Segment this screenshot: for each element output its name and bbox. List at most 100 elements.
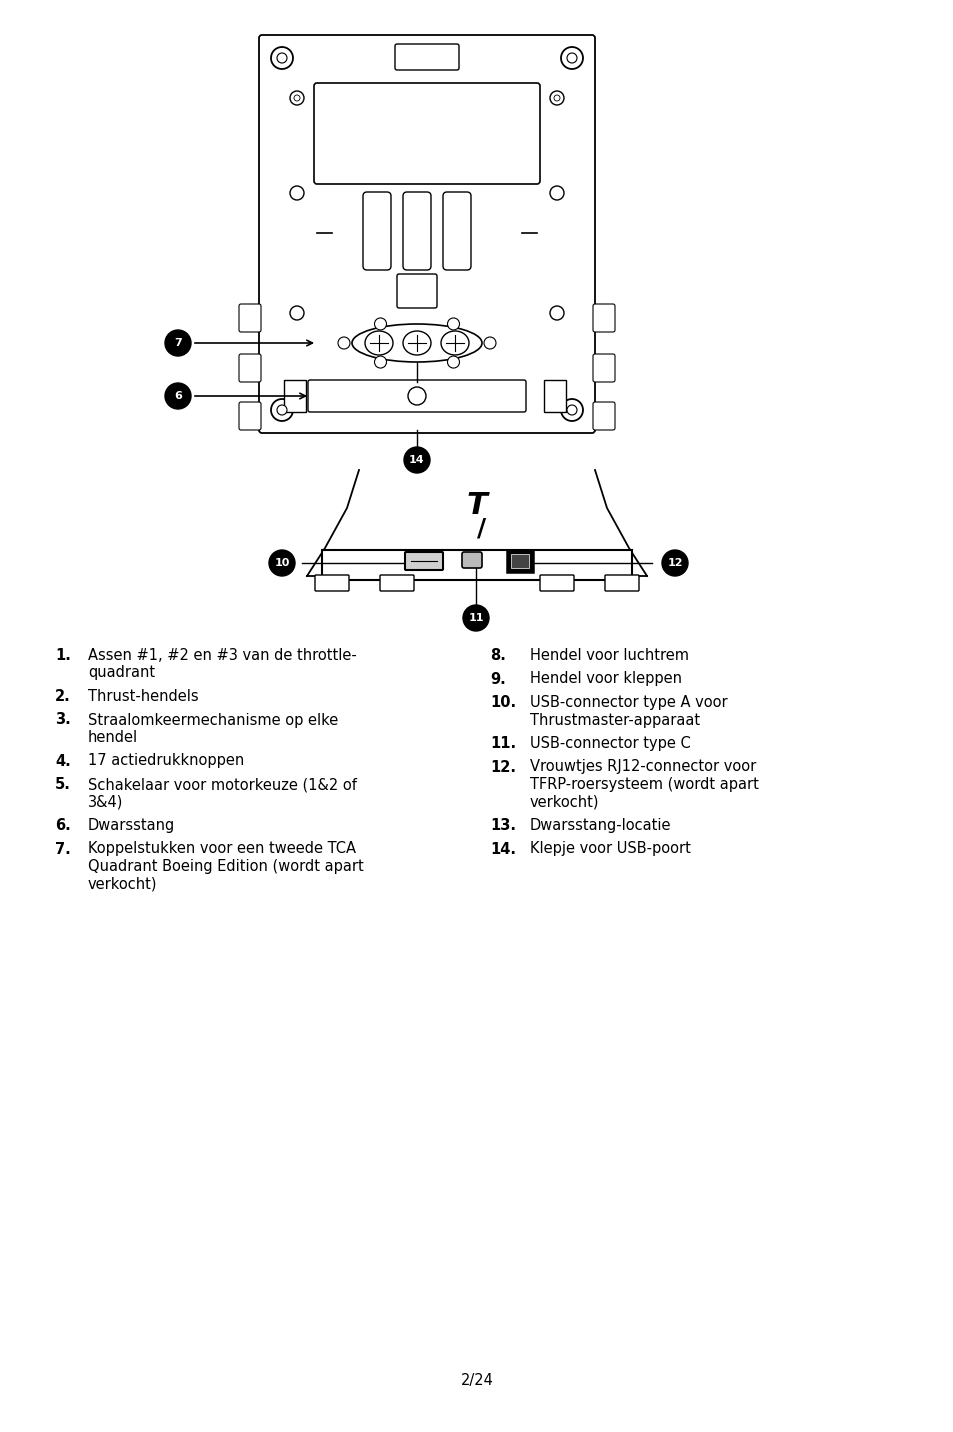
Text: verkocht): verkocht) bbox=[88, 876, 157, 892]
Circle shape bbox=[165, 329, 191, 357]
Text: 6: 6 bbox=[173, 391, 182, 401]
Text: /: / bbox=[476, 516, 486, 540]
Text: 10: 10 bbox=[274, 558, 290, 569]
Text: 11: 11 bbox=[468, 613, 483, 623]
FancyBboxPatch shape bbox=[593, 304, 615, 332]
Text: Vrouwtjes RJ12-connector voor: Vrouwtjes RJ12-connector voor bbox=[530, 759, 756, 775]
FancyBboxPatch shape bbox=[593, 354, 615, 382]
Circle shape bbox=[290, 186, 304, 200]
Text: 1.: 1. bbox=[55, 649, 71, 663]
Circle shape bbox=[550, 186, 563, 200]
Text: hendel: hendel bbox=[88, 730, 138, 745]
Text: Schakelaar voor motorkeuze (1&2 of: Schakelaar voor motorkeuze (1&2 of bbox=[88, 778, 356, 792]
Text: 6.: 6. bbox=[55, 818, 71, 833]
Text: quadrant: quadrant bbox=[88, 666, 155, 680]
Circle shape bbox=[408, 387, 426, 405]
Circle shape bbox=[560, 47, 582, 69]
Text: 14: 14 bbox=[409, 455, 424, 465]
Text: TFRP-roersysteem (wordt apart: TFRP-roersysteem (wordt apart bbox=[530, 778, 758, 792]
FancyBboxPatch shape bbox=[363, 192, 391, 271]
Text: 11.: 11. bbox=[490, 736, 516, 750]
Text: Straalomkeermechanisme op elke: Straalomkeermechanisme op elke bbox=[88, 713, 338, 727]
Text: Klepje voor USB-poort: Klepje voor USB-poort bbox=[530, 842, 690, 856]
Text: 4.: 4. bbox=[55, 753, 71, 769]
Circle shape bbox=[271, 400, 293, 421]
Text: Dwarsstang-locatie: Dwarsstang-locatie bbox=[530, 818, 671, 833]
FancyBboxPatch shape bbox=[308, 379, 525, 412]
Text: Dwarsstang: Dwarsstang bbox=[88, 818, 175, 833]
FancyBboxPatch shape bbox=[461, 551, 481, 569]
FancyBboxPatch shape bbox=[395, 44, 458, 70]
Circle shape bbox=[403, 447, 430, 473]
Circle shape bbox=[290, 306, 304, 319]
Circle shape bbox=[375, 357, 386, 368]
Text: 7.: 7. bbox=[55, 842, 71, 856]
Circle shape bbox=[276, 405, 287, 415]
Circle shape bbox=[165, 382, 191, 410]
Circle shape bbox=[271, 47, 293, 69]
Text: Koppelstukken voor een tweede TCA: Koppelstukken voor een tweede TCA bbox=[88, 842, 355, 856]
Ellipse shape bbox=[352, 324, 481, 362]
Text: 5.: 5. bbox=[55, 778, 71, 792]
FancyBboxPatch shape bbox=[396, 274, 436, 308]
Circle shape bbox=[447, 357, 459, 368]
FancyBboxPatch shape bbox=[593, 402, 615, 430]
Bar bbox=[543, 379, 565, 412]
Ellipse shape bbox=[365, 331, 393, 355]
Bar bbox=[506, 550, 533, 571]
Text: 10.: 10. bbox=[490, 695, 516, 710]
Text: Hendel voor luchtrem: Hendel voor luchtrem bbox=[530, 649, 688, 663]
Circle shape bbox=[483, 337, 496, 349]
Circle shape bbox=[554, 95, 559, 102]
Text: 17 actiedrukknoppen: 17 actiedrukknoppen bbox=[88, 753, 244, 769]
FancyBboxPatch shape bbox=[442, 192, 471, 271]
FancyBboxPatch shape bbox=[258, 34, 595, 432]
Text: 12: 12 bbox=[666, 558, 682, 569]
Circle shape bbox=[550, 92, 563, 105]
Bar bbox=[284, 379, 306, 412]
Text: USB-connector type C: USB-connector type C bbox=[530, 736, 690, 750]
Text: 7: 7 bbox=[174, 338, 182, 348]
Text: USB-connector type A voor: USB-connector type A voor bbox=[530, 695, 727, 710]
FancyBboxPatch shape bbox=[239, 402, 261, 430]
Circle shape bbox=[566, 405, 577, 415]
Text: Thrustmaster-apparaat: Thrustmaster-apparaat bbox=[530, 713, 700, 727]
FancyBboxPatch shape bbox=[314, 576, 349, 591]
Circle shape bbox=[276, 53, 287, 63]
Text: 3.: 3. bbox=[55, 713, 71, 727]
FancyBboxPatch shape bbox=[402, 192, 431, 271]
Circle shape bbox=[447, 318, 459, 329]
Text: 9.: 9. bbox=[490, 672, 505, 686]
Text: 2/24: 2/24 bbox=[460, 1372, 493, 1388]
Circle shape bbox=[337, 337, 350, 349]
FancyBboxPatch shape bbox=[604, 576, 639, 591]
Text: verkocht): verkocht) bbox=[530, 795, 598, 809]
Ellipse shape bbox=[440, 331, 469, 355]
FancyBboxPatch shape bbox=[239, 354, 261, 382]
Circle shape bbox=[560, 400, 582, 421]
Circle shape bbox=[375, 318, 386, 329]
FancyBboxPatch shape bbox=[405, 551, 442, 570]
Circle shape bbox=[661, 550, 687, 576]
Text: Quadrant Boeing Edition (wordt apart: Quadrant Boeing Edition (wordt apart bbox=[88, 859, 363, 874]
Bar bbox=[511, 554, 529, 569]
FancyBboxPatch shape bbox=[314, 83, 539, 183]
Circle shape bbox=[290, 92, 304, 105]
Text: Assen #1, #2 en #3 van de throttle-: Assen #1, #2 en #3 van de throttle- bbox=[88, 649, 356, 663]
Circle shape bbox=[550, 306, 563, 319]
Text: 13.: 13. bbox=[490, 818, 516, 833]
Circle shape bbox=[566, 53, 577, 63]
Bar bbox=[322, 550, 631, 580]
Text: Thrust-hendels: Thrust-hendels bbox=[88, 689, 198, 705]
FancyBboxPatch shape bbox=[379, 576, 414, 591]
Circle shape bbox=[462, 604, 489, 632]
Text: 12.: 12. bbox=[490, 759, 516, 775]
FancyBboxPatch shape bbox=[539, 576, 574, 591]
FancyBboxPatch shape bbox=[239, 304, 261, 332]
Text: T: T bbox=[466, 491, 487, 520]
Ellipse shape bbox=[402, 331, 431, 355]
Text: 3&4): 3&4) bbox=[88, 795, 123, 809]
Text: Hendel voor kleppen: Hendel voor kleppen bbox=[530, 672, 681, 686]
Circle shape bbox=[294, 95, 299, 102]
Text: 14.: 14. bbox=[490, 842, 516, 856]
